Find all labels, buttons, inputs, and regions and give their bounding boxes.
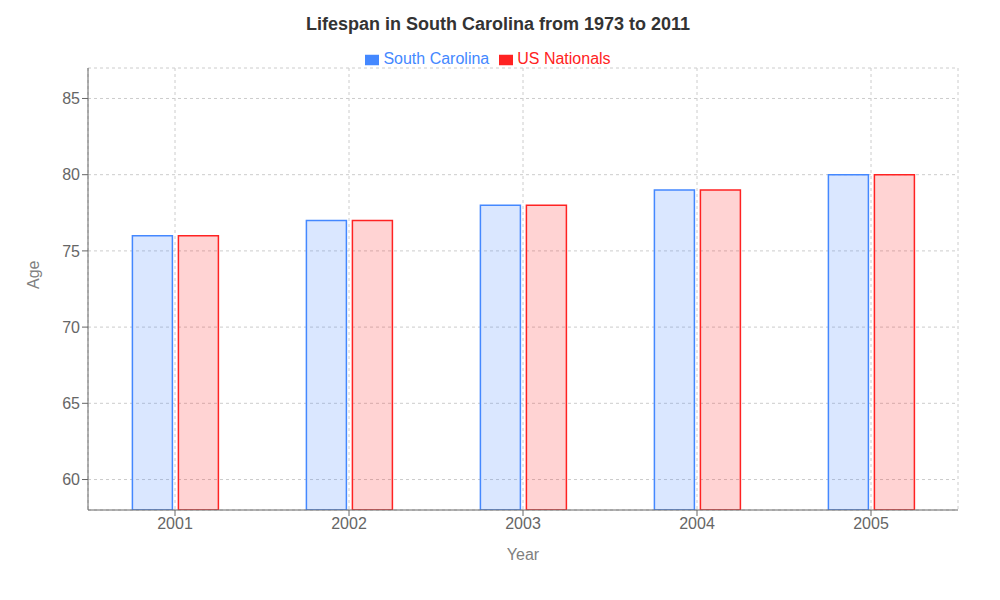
svg-text:65: 65 xyxy=(62,395,80,412)
html-text:South Carolina: South Carolina xyxy=(383,50,490,67)
svg-text:2004: 2004 xyxy=(679,515,715,532)
svg-text:85: 85 xyxy=(62,90,80,107)
html-text:Lifespan in South Carolina fro: Lifespan in South Carolina from 1973 to … xyxy=(305,14,690,34)
svg-text:2005: 2005 xyxy=(853,515,889,532)
svg-text:70: 70 xyxy=(62,319,80,336)
html-text:US Nationals: US Nationals xyxy=(517,50,611,67)
svg-text:Year: Year xyxy=(507,546,540,563)
svg-text:Age: Age xyxy=(25,260,42,289)
svg-text:60: 60 xyxy=(62,471,80,488)
svg-text:2002: 2002 xyxy=(331,515,367,532)
svg-text:2003: 2003 xyxy=(505,515,541,532)
svg-text:80: 80 xyxy=(62,166,80,183)
svg-text:75: 75 xyxy=(62,243,80,260)
svg-text:2001: 2001 xyxy=(157,515,193,532)
